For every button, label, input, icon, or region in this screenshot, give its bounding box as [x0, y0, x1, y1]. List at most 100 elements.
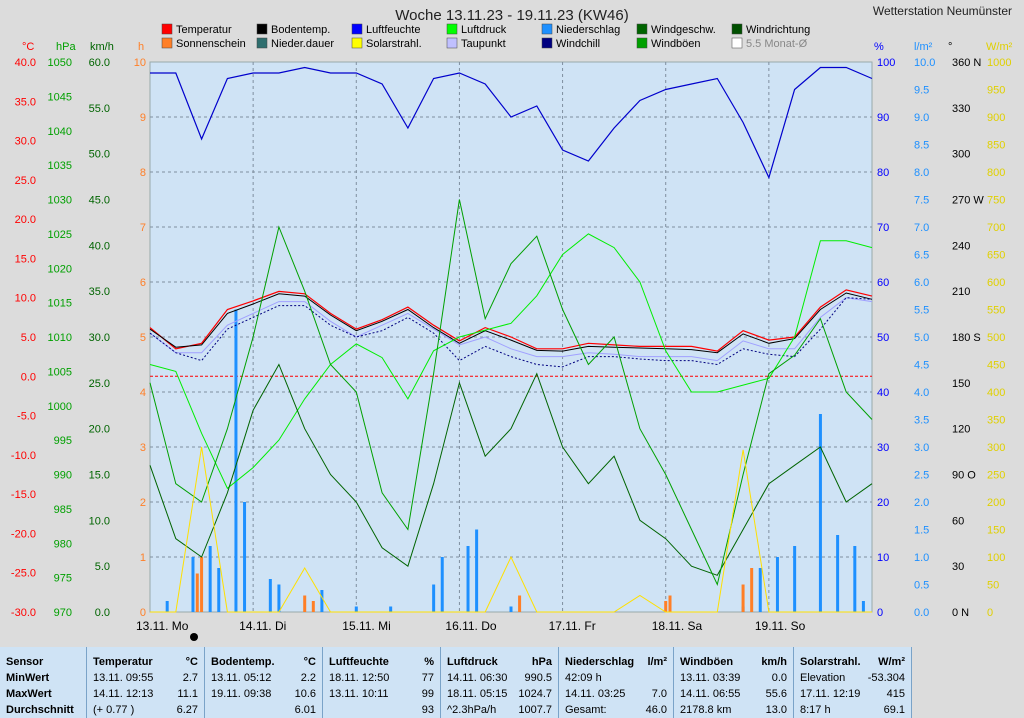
- rain-bar: [793, 546, 797, 612]
- stat-row: (+ 0.77 ) 6.27: [93, 703, 198, 717]
- legend-swatch: [541, 23, 553, 35]
- axis-unit-label: h: [138, 41, 144, 53]
- direction-tick-label: 0 N: [952, 607, 969, 619]
- stat-column-title: Luftdruck: [447, 656, 498, 668]
- stat-column-header: Solarstrahl. W/m²: [800, 655, 905, 669]
- stat-row: Elevation -53.304: [800, 671, 905, 685]
- rain-bar: [243, 502, 247, 612]
- stat-cell-label: 13.11. 03:39: [680, 672, 741, 684]
- rain-tick-label: 6.5: [914, 250, 929, 262]
- direction-tick-label: 60: [952, 515, 964, 527]
- direction-tick-label: 120: [952, 424, 970, 436]
- rain-tick-label: 3.5: [914, 415, 929, 427]
- temperature-tick-label: -5.0: [17, 411, 36, 423]
- humidity-tick-label: 10: [877, 552, 889, 564]
- legend-swatch: [446, 23, 458, 35]
- stat-row: 18.11. 12:50 77: [329, 671, 434, 685]
- stat-column-4: Niederschlag l/m² 42:09 h 14.11. 03:25 7.0 Ge…: [559, 647, 674, 718]
- stat-cell-label: 8:17 h: [800, 704, 831, 716]
- stat-row: 18.11. 05:15 1024.7: [447, 687, 552, 701]
- series-line-solarstrahl: [150, 446, 872, 613]
- rain-tick-label: 1.0: [914, 552, 929, 564]
- rain-bar: [440, 557, 444, 612]
- stat-column-title: Niederschlag: [565, 656, 635, 668]
- direction-tick-label: 180 S: [952, 332, 981, 344]
- legend-swatch: [731, 23, 743, 35]
- stat-row: Gesamt: 46.0: [565, 703, 667, 717]
- stat-cell-label: 18.11. 12:50: [329, 672, 390, 684]
- stat-cell-label: 18.11. 05:15: [447, 688, 508, 700]
- temperature-tick-label: 35.0: [15, 96, 36, 108]
- day-label: 15.11. Mi: [342, 619, 390, 633]
- pressure-tick-label: 995: [54, 435, 72, 447]
- weather-chart: Woche 13.11.23 - 19.11.23 (KW46) Wetters…: [10, 4, 1013, 641]
- legend-swatch: [256, 23, 268, 35]
- humidity-tick-label: 20: [877, 497, 889, 509]
- legend-label: Nieder.dauer: [271, 38, 334, 50]
- statistics-table: Sensor MinWert MaxWert Durchschnitt Temp…: [0, 647, 1024, 718]
- sunshine-bar: [750, 568, 754, 612]
- rain-tick-label: 9.5: [914, 85, 929, 97]
- solar-tick-label: 800: [987, 167, 1005, 179]
- stat-cell-value: 93: [421, 704, 434, 716]
- stat-cell-label: 14.11. 06:55: [680, 688, 741, 700]
- hours-tick-label: 6: [140, 277, 146, 289]
- sunshine-bar: [195, 573, 199, 612]
- direction-tick-label: 240: [952, 240, 970, 252]
- rain-tick-label: 2.5: [914, 470, 929, 482]
- solar-tick-label: 1000: [987, 57, 1011, 69]
- legend-swatch: [351, 37, 363, 49]
- legend-label: Luftfeuchte: [366, 24, 420, 36]
- wind-tick-label: 45.0: [89, 195, 110, 207]
- rain-bar: [320, 590, 324, 612]
- series-line-luftdruck: [149, 233, 873, 490]
- line-series: [149, 66, 873, 613]
- solar-tick-label: 550: [987, 305, 1005, 317]
- stat-cell-value: 415: [886, 688, 905, 700]
- rain-bar: [165, 601, 169, 612]
- series-line-temperatur: [149, 289, 873, 352]
- temperature-tick-label: 25.0: [15, 175, 36, 187]
- rain-bar: [217, 568, 221, 612]
- legend-swatch: [446, 37, 458, 49]
- series-line-windböen: [149, 199, 873, 587]
- legend-label: Solarstrahl.: [366, 38, 422, 50]
- legend-swatch: [636, 37, 648, 49]
- stat-cell-value: 11.1: [177, 688, 198, 700]
- stat-row: 93: [329, 703, 434, 717]
- pressure-tick-label: 1015: [48, 298, 72, 310]
- direction-tick-label: 360 N: [952, 57, 981, 69]
- humidity-tick-label: 90: [877, 112, 889, 124]
- temperature-tick-label: 10.0: [15, 293, 36, 305]
- row-label-min: MinWert: [6, 672, 50, 684]
- row-label-sensor: Sensor: [6, 656, 44, 668]
- stat-column-title: Solarstrahl.: [800, 656, 861, 668]
- pressure-tick-label: 1010: [48, 332, 72, 344]
- hours-tick-label: 1: [140, 552, 146, 564]
- legend-swatch: [351, 23, 363, 35]
- rain-bar: [389, 606, 393, 612]
- solar-tick-label: 900: [987, 112, 1005, 124]
- wind-tick-label: 25.0: [89, 378, 110, 390]
- pressure-tick-label: 1030: [48, 195, 72, 207]
- pressure-tick-label: 1020: [48, 263, 72, 275]
- direction-tick-label: 270 W: [952, 195, 984, 207]
- sunshine-bar: [303, 595, 307, 612]
- rain-bar: [861, 601, 865, 612]
- day-label: 14.11. Di: [239, 619, 286, 633]
- temperature-tick-label: -20.0: [11, 528, 36, 540]
- stat-cell-value: 6.27: [176, 704, 198, 716]
- rain-tick-label: 8.5: [914, 140, 929, 152]
- day-label: 18.11. Sa: [652, 619, 703, 633]
- stat-column-title: Bodentemp.: [211, 656, 275, 668]
- wind-tick-label: 0.0: [95, 607, 110, 619]
- rain-tick-label: 4.5: [914, 360, 929, 372]
- pressure-tick-label: 1005: [48, 366, 72, 378]
- stat-cell-value: 2.7: [182, 672, 198, 684]
- series-line-bodentemp: [149, 292, 873, 354]
- hours-tick-label: 7: [140, 222, 146, 234]
- humidity-tick-label: 100: [877, 57, 895, 69]
- stat-cell-value: 77: [421, 672, 434, 684]
- rain-bar: [191, 557, 195, 612]
- stat-column-5: Windböen km/h 13.11. 03:39 0.0 14.11. 06:55 5…: [674, 647, 794, 718]
